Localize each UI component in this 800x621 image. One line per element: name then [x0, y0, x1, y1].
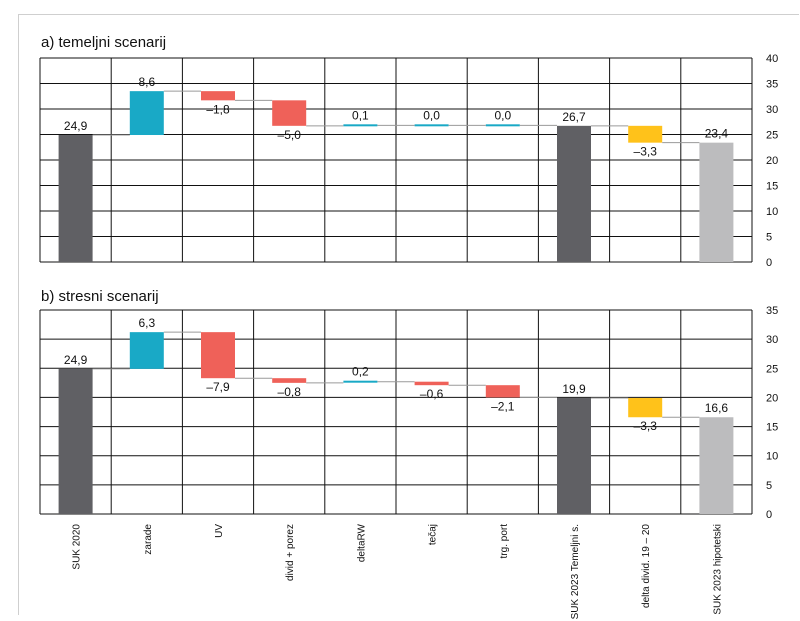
bar-10: [699, 142, 734, 262]
bar-2: [129, 332, 164, 369]
x-tick-label: SUK 2023 hipotetski: [712, 524, 723, 615]
y-tick-label: 20: [766, 155, 778, 167]
bar-6: [414, 381, 449, 386]
bar-9: [628, 125, 663, 143]
y-tick-label: 15: [766, 181, 778, 193]
bar-4: [272, 100, 307, 126]
data-label: 26,7: [562, 110, 586, 124]
y-tick-label: 10: [766, 206, 778, 218]
figure-frame: [18, 14, 799, 615]
x-tick-label: zarade: [143, 524, 154, 555]
data-label: 0,1: [352, 108, 369, 122]
x-tick-label: trg. port: [499, 524, 510, 559]
data-label: 23,4: [705, 127, 729, 141]
panel-b-title: b) stresni scenarij: [41, 288, 159, 305]
data-label: 6,3: [138, 316, 155, 330]
x-tick-label: deltaRW: [356, 523, 367, 562]
y-tick-label: 30: [766, 104, 778, 116]
bar-4: [272, 378, 307, 383]
x-tick-label: tečaj: [428, 524, 439, 545]
bar-3: [201, 332, 235, 379]
data-label: 0,2: [352, 365, 369, 379]
data-label: –3,3: [634, 419, 658, 433]
y-tick-label: 40: [766, 53, 778, 65]
data-label: 0,0: [494, 108, 511, 122]
y-tick-label: 20: [766, 392, 778, 404]
panel-b: 0 5 10 15 20 25 30 35 24,9 6,3 –7,9 –0,8 0,2 –0,6 –2,1…: [39, 305, 778, 521]
bar-7: [485, 385, 520, 398]
x-tick-label: UV: [214, 524, 225, 538]
x-tick-label: SUK 2023 Temeljni s.: [570, 524, 581, 619]
data-label: –1,8: [206, 102, 230, 116]
bar-10: [699, 417, 734, 514]
panel-a: 0 5 10 15 20 25 30 35 40 24,9 8,6 –1,8 –5,0 0,1 0,0 0,0…: [39, 53, 778, 269]
x-tick-label: divid + porez: [285, 524, 296, 581]
data-label: 24,9: [64, 119, 88, 133]
y-tick-label: 5: [766, 480, 772, 492]
y-tick-label: 0: [766, 509, 772, 521]
data-label: 0,0: [423, 108, 440, 122]
data-label: 8,6: [138, 75, 155, 89]
panel-a-title: a) temeljni scenarij: [41, 34, 166, 51]
bar-6: [414, 124, 449, 127]
bar-5: [343, 124, 378, 127]
data-label: 24,9: [64, 353, 88, 367]
y-tick-label: 35: [766, 79, 778, 91]
y-tick-label: 25: [766, 363, 778, 375]
y-tick-label: 30: [766, 334, 778, 346]
bar-8: [557, 398, 591, 514]
x-tick-label: delta divid. 19 – 20: [641, 524, 652, 608]
data-label: –3,3: [634, 145, 658, 159]
y-tick-label: 10: [766, 451, 778, 463]
y-tick-label: 35: [766, 305, 778, 317]
bar-7: [485, 124, 520, 127]
data-label: –7,9: [206, 380, 230, 394]
y-tick-label: 25: [766, 130, 778, 142]
bar-1: [58, 135, 93, 262]
bar-1: [58, 368, 93, 514]
y-tick-label: 15: [766, 422, 778, 434]
y-tick-label: 0: [766, 257, 772, 269]
x-tick-label: SUK 2020: [72, 524, 83, 570]
bar-3: [201, 91, 235, 101]
bar-9: [628, 398, 663, 418]
data-label: –5,0: [278, 128, 302, 142]
bar-5: [343, 380, 378, 383]
y-tick-label: 5: [766, 232, 772, 244]
data-label: –0,6: [420, 387, 444, 401]
data-label: –0,8: [278, 385, 302, 399]
data-label: –2,1: [491, 399, 515, 413]
bar-2: [129, 91, 164, 136]
data-label: 16,6: [705, 401, 729, 415]
bar-8: [557, 125, 591, 262]
data-label: 19,9: [562, 382, 586, 396]
